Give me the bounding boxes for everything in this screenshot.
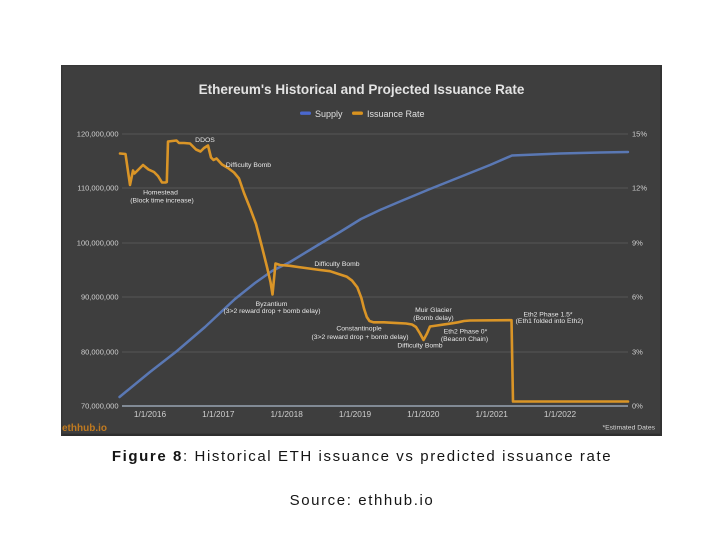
svg-text:Issuance Rate: Issuance Rate [367, 109, 425, 119]
svg-text:120,000,000: 120,000,000 [77, 130, 119, 139]
svg-text:(Eth1 folded into Eth2): (Eth1 folded into Eth2) [516, 318, 584, 325]
svg-text:Eth2 Phase 1.5*: Eth2 Phase 1.5* [523, 312, 572, 319]
svg-text:DDOS: DDOS [195, 137, 215, 144]
svg-text:1/1/2016: 1/1/2016 [134, 409, 167, 419]
svg-text:(Block time increase): (Block time increase) [130, 198, 193, 205]
svg-text:(Beacon Chain): (Beacon Chain) [441, 336, 488, 343]
svg-text:(3>2 reward drop + bomb delay): (3>2 reward drop + bomb delay) [223, 308, 320, 315]
svg-text:80,000,000: 80,000,000 [81, 348, 119, 357]
svg-text:Ethereum's Historical and Proj: Ethereum's Historical and Projected Issu… [199, 82, 525, 97]
svg-text:Eth2 Phase 0*: Eth2 Phase 0* [444, 329, 488, 336]
svg-text:Supply: Supply [315, 109, 343, 119]
svg-text:1/1/2017: 1/1/2017 [202, 409, 235, 419]
svg-text:1/1/2022: 1/1/2022 [544, 409, 577, 419]
svg-text:Constantinople: Constantinople [336, 325, 382, 332]
svg-text:1/1/2020: 1/1/2020 [407, 409, 440, 419]
svg-text:(3>2 reward drop + bomb delay): (3>2 reward drop + bomb delay) [311, 334, 408, 341]
svg-text:Difficulty Bomb: Difficulty Bomb [226, 162, 271, 169]
svg-text:6%: 6% [632, 293, 643, 302]
svg-text:0%: 0% [632, 402, 643, 411]
svg-text:ethhub.io: ethhub.io [62, 423, 107, 434]
svg-text:Byzantium: Byzantium [256, 301, 288, 308]
svg-text:110,000,000: 110,000,000 [77, 184, 118, 193]
svg-text:Muir Glacier: Muir Glacier [415, 307, 452, 314]
svg-text:Difficulty Bomb: Difficulty Bomb [397, 343, 442, 350]
svg-text:*Estimated Dates: *Estimated Dates [602, 425, 655, 432]
svg-text:15%: 15% [632, 130, 647, 139]
svg-text:Homestead: Homestead [143, 190, 178, 197]
svg-text:Difficulty Bomb: Difficulty Bomb [314, 261, 359, 268]
svg-text:9%: 9% [632, 239, 643, 248]
svg-text:12%: 12% [632, 184, 647, 193]
svg-text:1/1/2018: 1/1/2018 [271, 409, 304, 419]
svg-text:(Bomb delay): (Bomb delay) [413, 315, 453, 322]
svg-text:70,000,000: 70,000,000 [81, 402, 119, 411]
svg-text:1/1/2019: 1/1/2019 [339, 409, 372, 419]
svg-text:3%: 3% [632, 348, 643, 357]
svg-text:90,000,000: 90,000,000 [81, 293, 119, 302]
svg-text:1/1/2021: 1/1/2021 [476, 409, 509, 419]
svg-text:100,000,000: 100,000,000 [77, 239, 119, 248]
